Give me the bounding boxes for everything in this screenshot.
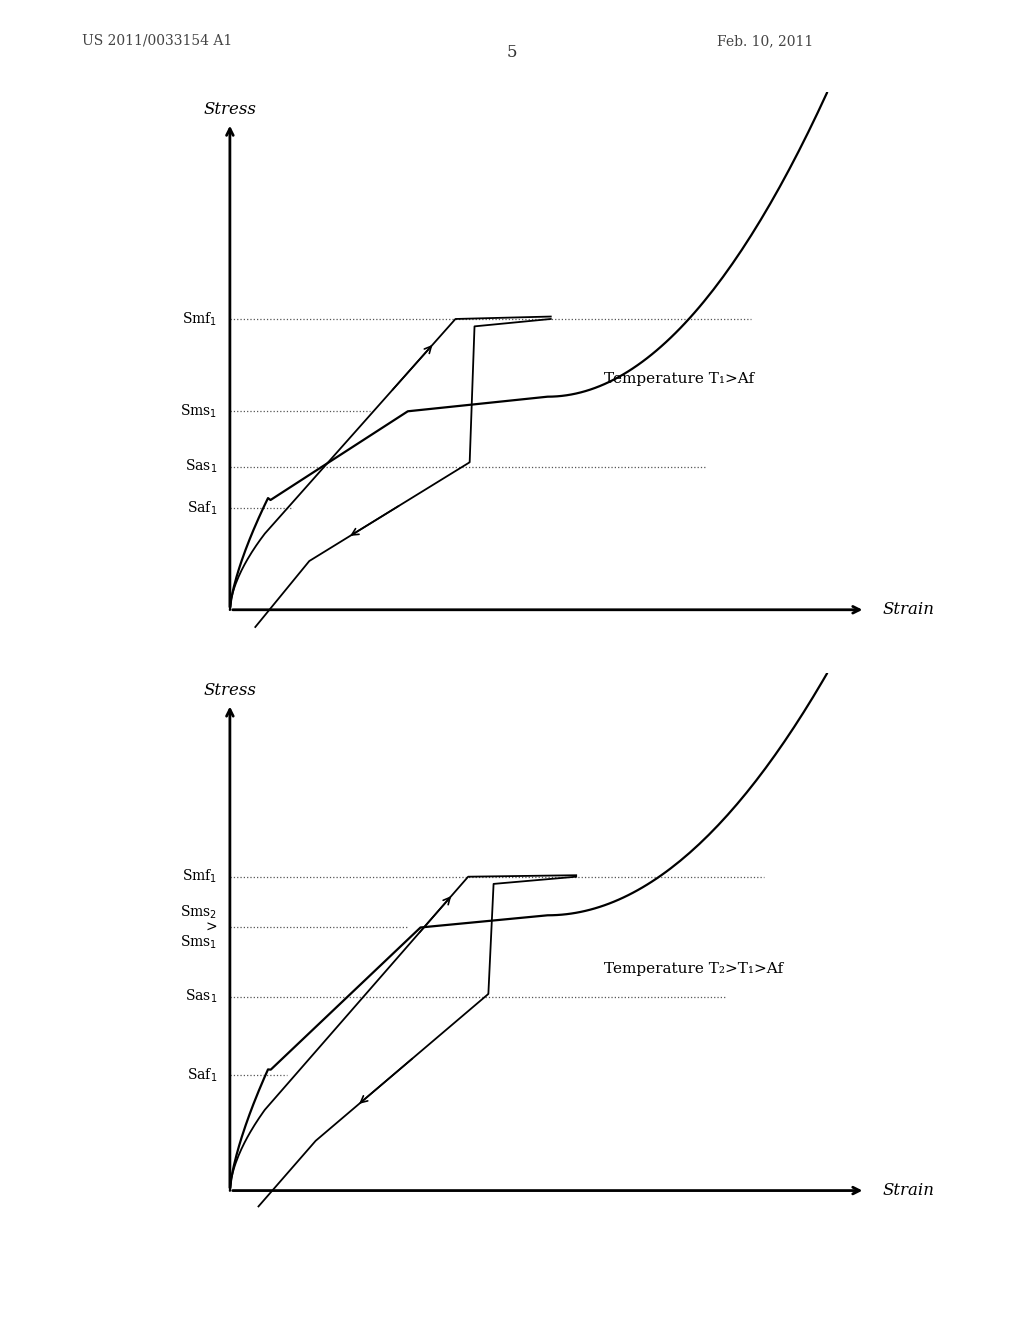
Text: >: > (205, 920, 217, 935)
Text: Stress: Stress (204, 100, 256, 117)
Text: Sas$_1$: Sas$_1$ (184, 987, 217, 1006)
Text: Sas$_1$: Sas$_1$ (184, 458, 217, 475)
Text: Feb. 10, 2011: Feb. 10, 2011 (717, 34, 813, 48)
Text: Strain: Strain (883, 602, 935, 618)
Text: Temperature T₂>T₁>Af: Temperature T₂>T₁>Af (604, 962, 783, 975)
Text: Stress: Stress (204, 681, 256, 698)
Text: Saf$_1$: Saf$_1$ (186, 499, 217, 517)
Text: 5: 5 (507, 44, 517, 61)
Text: Sms$_1$: Sms$_1$ (179, 403, 217, 420)
Text: Smf$_1$: Smf$_1$ (181, 310, 217, 327)
Text: Sms$_1$: Sms$_1$ (179, 935, 217, 952)
Text: US 2011/0033154 A1: US 2011/0033154 A1 (82, 34, 232, 48)
Text: Saf$_1$: Saf$_1$ (186, 1067, 217, 1084)
Text: Strain: Strain (883, 1183, 935, 1199)
Text: Sms$_2$: Sms$_2$ (179, 904, 217, 921)
Text: Smf$_1$: Smf$_1$ (181, 869, 217, 886)
Text: Temperature T₁>Af: Temperature T₁>Af (604, 372, 755, 385)
